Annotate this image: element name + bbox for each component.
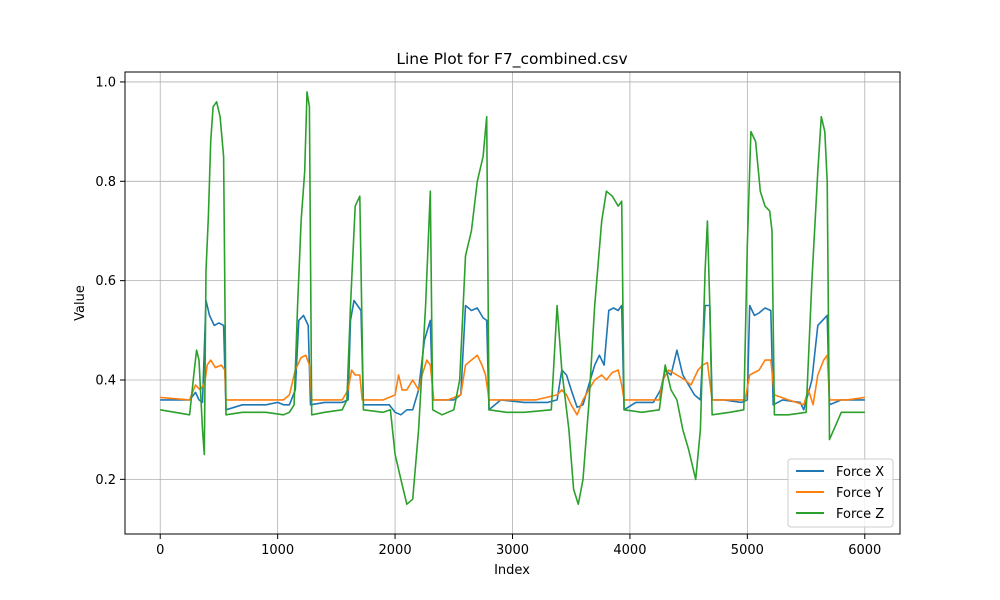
x-tick-label: 3000 (496, 543, 529, 558)
grid (125, 72, 900, 534)
x-tick-label: 6000 (848, 543, 881, 558)
legend-label-force-y: Force Y (836, 486, 883, 501)
legend-label-force-z: Force Z (836, 507, 884, 522)
x-tick-label: 4000 (613, 543, 646, 558)
x-tick-label: 5000 (731, 543, 764, 558)
x-axis-label: Index (494, 563, 530, 578)
chart-title: Line Plot for F7_combined.csv (396, 50, 627, 69)
y-tick-label: 0.6 (95, 274, 116, 289)
legend: Force X Force Y Force Z (787, 458, 894, 528)
y-tick-label: 0.2 (95, 473, 116, 488)
legend-label-force-x: Force X (836, 465, 884, 480)
legend-box (787, 458, 894, 528)
series-lines (160, 91, 865, 505)
x-tick-label: 2000 (379, 543, 412, 558)
y-tick-label: 0.8 (95, 175, 116, 190)
x-tick-label: 1000 (261, 543, 294, 558)
y-tick-label: 1.0 (95, 75, 116, 90)
series-line-force-x (160, 299, 865, 416)
y-tick-label: 0.4 (95, 374, 116, 389)
x-tick-label: 0 (156, 543, 164, 558)
series-line-force-z (160, 91, 865, 505)
y-axis-label: Value (73, 285, 88, 321)
axis-ticks: 0 1000 2000 3000 4000 5000 6000 0.2 0.4 0.6 0.8 1.0 (95, 75, 881, 558)
